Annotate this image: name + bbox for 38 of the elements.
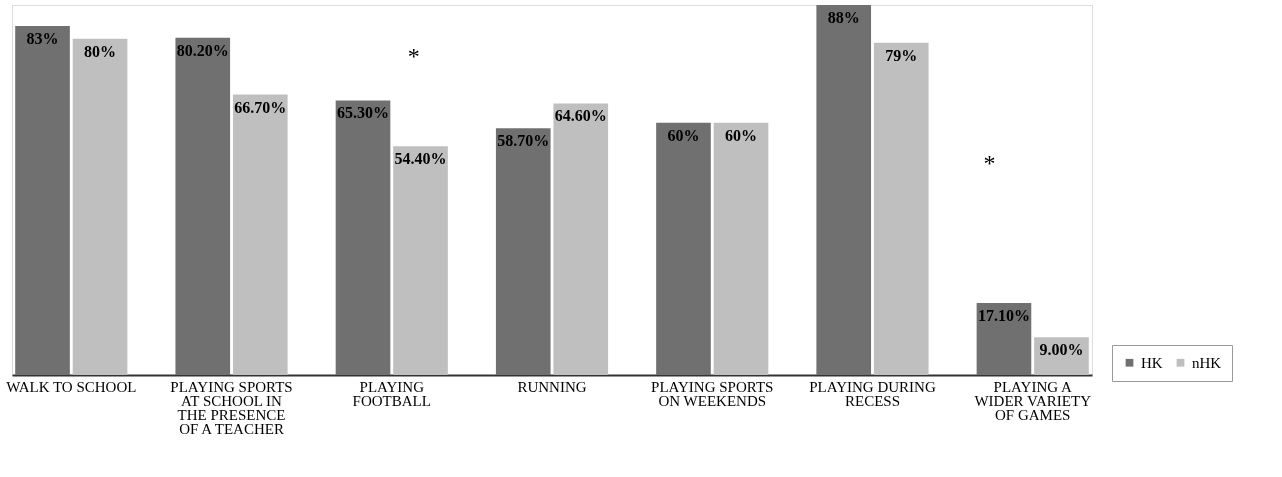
data-label: 54.40% [394, 150, 447, 168]
bar [393, 146, 448, 375]
data-label: 80% [84, 42, 117, 60]
data-label: 64.60% [554, 107, 607, 125]
x-tick-label: PLAYING FOOTBALL [352, 378, 431, 409]
x-tick-label: PLAYING SPORTS AT SCHOOL IN THE PRESENCE OF A TEACHER [170, 378, 293, 437]
x-tick-label: PLAYING DURING RECESS [809, 378, 936, 409]
bar [553, 103, 609, 375]
bar [232, 94, 288, 375]
data-label: 66.70% [234, 98, 287, 116]
annotation: * [983, 150, 996, 177]
data-label: 17.10% [977, 307, 1030, 325]
bar [873, 42, 929, 375]
x-tick-label: PLAYING SPORTS ON WEEKENDS [651, 378, 774, 409]
bar [656, 122, 711, 375]
bar [335, 100, 391, 375]
bar [495, 128, 551, 375]
legend-label: nHK [1192, 354, 1222, 371]
bar [72, 38, 128, 375]
data-label: 58.70% [497, 132, 550, 150]
data-label: 60% [725, 126, 757, 144]
data-label: 65.30% [337, 104, 389, 122]
data-label: 79% [885, 46, 918, 64]
bar [713, 122, 769, 375]
data-label: 88% [827, 9, 860, 26]
bar [15, 26, 70, 375]
data-label: 80.20% [176, 41, 229, 59]
annotation: * [407, 42, 420, 69]
bar [976, 303, 1032, 375]
legend-label: HK [1141, 354, 1163, 371]
data-label: 60% [667, 126, 700, 144]
data-label: 83% [26, 30, 59, 48]
x-tick-label: RUNNING [517, 378, 587, 395]
x-tick-label: PLAYING A WIDER VARIETY OF GAMES [974, 378, 1092, 423]
x-tick-label: WALK TO SCHOOL [6, 378, 137, 395]
bar [175, 37, 231, 375]
data-label: 9.00% [1039, 341, 1084, 359]
bar [816, 5, 872, 375]
